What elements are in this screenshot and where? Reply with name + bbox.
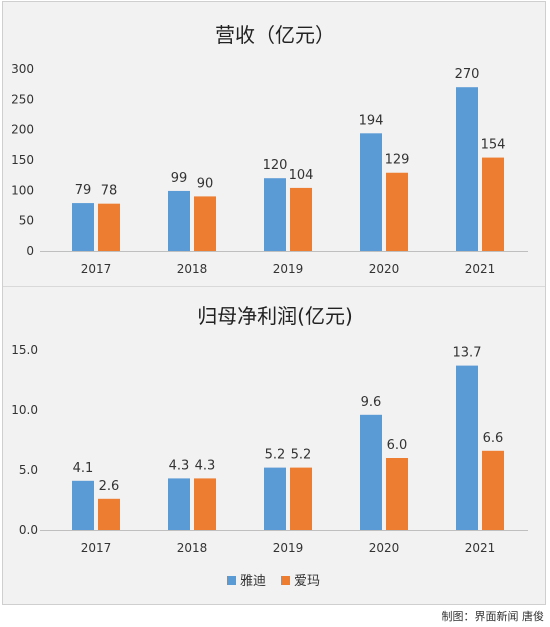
x-tick-label: 2021 <box>465 541 496 555</box>
data-label: 270 <box>455 67 480 82</box>
y-tick-label: 5.0 <box>19 463 38 477</box>
data-label: 4.3 <box>169 458 190 473</box>
data-label: 129 <box>385 153 410 168</box>
bar-aima <box>194 196 216 251</box>
data-label: 4.3 <box>195 458 216 473</box>
bar-yadea <box>456 365 478 530</box>
data-label: 78 <box>101 184 118 199</box>
x-tick-label: 2019 <box>273 541 304 555</box>
x-tick-label: 2020 <box>369 262 400 276</box>
y-tick-label: 150 <box>11 153 34 167</box>
data-label: 194 <box>359 113 384 128</box>
bar-yadea <box>168 190 190 251</box>
bar-yadea <box>168 478 190 530</box>
data-label: 99 <box>171 171 188 186</box>
y-tick-label: 300 <box>11 62 34 76</box>
y-tick-label: 250 <box>11 92 34 106</box>
data-label: 154 <box>481 138 506 153</box>
bar-aima <box>482 450 504 530</box>
bar-aima <box>386 172 408 251</box>
x-tick-label: 2020 <box>369 541 400 555</box>
legend-aima-swatch <box>281 576 290 585</box>
panel-divider <box>3 286 545 287</box>
bar-aima <box>290 187 312 251</box>
data-label: 104 <box>289 168 314 183</box>
data-label: 120 <box>263 158 288 173</box>
y-tick-label: 15.0 <box>11 343 38 357</box>
bar-yadea <box>264 178 286 251</box>
data-label: 6.0 <box>387 438 408 453</box>
data-label: 90 <box>197 176 214 191</box>
y-tick-label: 200 <box>11 123 34 137</box>
y-tick-label: 10.0 <box>11 403 38 417</box>
bar-aima <box>482 157 504 251</box>
bar-aima <box>290 467 312 530</box>
bar-aima <box>98 498 120 530</box>
bar-yadea <box>360 133 382 251</box>
bar-yadea <box>72 480 94 530</box>
y-tick-label: 0.0 <box>19 523 38 537</box>
bar-yadea <box>456 87 478 251</box>
legend-yadea-label: 雅迪 <box>240 574 266 589</box>
data-label: 4.1 <box>73 461 94 476</box>
credit-text: 制图：界面新闻 唐俊 <box>441 610 545 623</box>
legend-aima-label: 爱玛 <box>294 574 320 589</box>
bar-aima <box>194 478 216 530</box>
x-tick-label: 2017 <box>81 541 112 555</box>
chart-title: 营收（亿元） <box>215 23 335 47</box>
y-tick-label: 100 <box>11 183 34 197</box>
bar-aima <box>98 203 120 251</box>
data-label: 13.7 <box>453 346 482 361</box>
bar-aima <box>386 458 408 530</box>
y-tick-label: 0 <box>26 244 34 258</box>
data-label: 6.6 <box>483 431 504 446</box>
chart-title: 归母净利润(亿元) <box>197 304 353 328</box>
x-tick-label: 2018 <box>177 541 208 555</box>
bar-yadea <box>360 414 382 530</box>
x-tick-label: 2017 <box>81 262 112 276</box>
bar-yadea <box>72 203 94 251</box>
x-tick-label: 2019 <box>273 262 304 276</box>
data-label: 5.2 <box>265 448 286 463</box>
x-tick-label: 2018 <box>177 262 208 276</box>
legend-yadea-swatch <box>227 576 236 585</box>
y-tick-label: 50 <box>19 214 34 228</box>
x-tick-label: 2021 <box>465 262 496 276</box>
data-label: 79 <box>75 183 92 198</box>
data-label: 2.6 <box>99 479 120 494</box>
data-label: 9.6 <box>361 395 382 410</box>
bar-yadea <box>264 467 286 530</box>
data-label: 5.2 <box>291 448 312 463</box>
